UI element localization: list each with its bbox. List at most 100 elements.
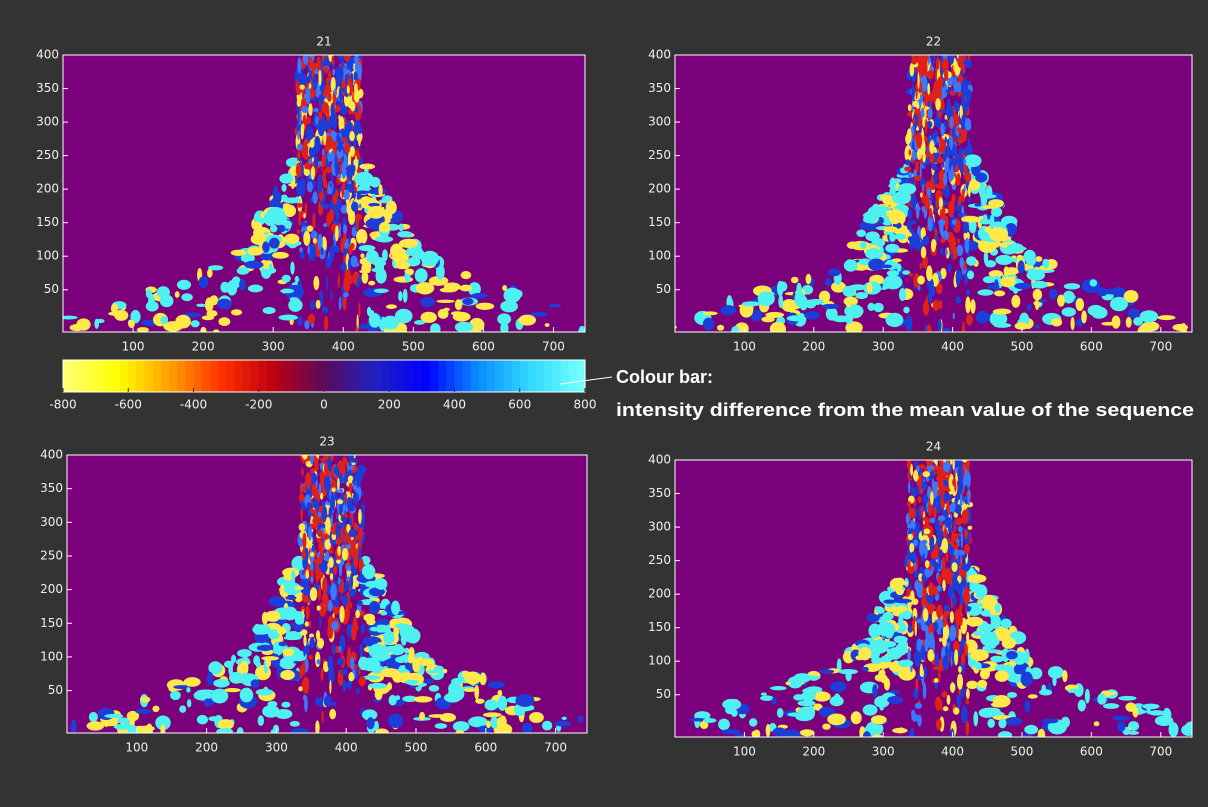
plume-blob — [962, 320, 965, 332]
plume-blob — [318, 69, 322, 86]
plume-blob — [348, 236, 351, 245]
plume-blob — [867, 205, 886, 217]
plume-blob — [330, 701, 338, 706]
plume-blob — [329, 708, 337, 720]
plume-blob — [927, 214, 933, 232]
plume-blob — [993, 322, 1012, 328]
plume-blob — [962, 461, 965, 478]
plume-blob — [924, 567, 932, 578]
plume-blob — [268, 596, 286, 607]
plume-blob — [916, 148, 922, 160]
plume-blob — [354, 171, 374, 187]
plume-blob — [998, 718, 1007, 729]
y-tick-label: 200 — [648, 182, 671, 196]
plume-blob — [331, 55, 335, 66]
plume-blob — [942, 461, 951, 473]
plume-blob — [179, 705, 187, 713]
plume-blob — [350, 242, 355, 250]
plume-blob — [935, 56, 940, 73]
plume-blob — [942, 55, 948, 60]
plume-blob — [358, 244, 376, 252]
colorbar-cell — [438, 360, 447, 392]
plume-blob — [955, 472, 958, 483]
plume-blob — [938, 555, 942, 570]
plume-blob — [366, 618, 376, 626]
plume-blob — [394, 308, 413, 324]
plume-blob — [973, 630, 983, 636]
plume-blob — [1070, 317, 1075, 331]
plume-blob — [140, 696, 151, 703]
annotation-title: Colour bar: — [616, 367, 713, 387]
plume-blob — [375, 728, 389, 733]
plume-blob — [328, 69, 332, 82]
plume-blob — [917, 71, 920, 89]
plume-blob — [1004, 716, 1023, 726]
plume-blob — [980, 631, 997, 647]
plume-blob — [961, 129, 968, 138]
plume-blob — [964, 570, 967, 581]
plume-blob — [358, 546, 362, 557]
plume-blob — [354, 150, 359, 156]
plume-blob — [130, 309, 141, 324]
plume-blob — [332, 68, 336, 76]
plume-blob — [1024, 648, 1030, 664]
plume-blob — [906, 523, 915, 529]
plume-blob — [733, 733, 746, 737]
plume-blob — [341, 548, 349, 561]
plume-blob — [924, 323, 928, 332]
plume-blob — [935, 718, 942, 731]
colorbar-cell — [340, 360, 350, 392]
plume-blob — [944, 69, 949, 81]
plume-blob — [338, 645, 342, 653]
plume-blob — [138, 725, 155, 732]
y-tick-label: 150 — [40, 616, 63, 630]
plume-blob — [335, 521, 339, 539]
plume-blob — [300, 568, 303, 579]
plume-blob — [317, 118, 325, 137]
plume-blob — [920, 246, 927, 259]
plume-blob — [314, 697, 319, 706]
plume-blob — [291, 570, 296, 582]
y-tick-label: 200 — [40, 582, 63, 596]
plume-blob — [389, 621, 395, 629]
plume-blob — [327, 655, 334, 671]
plume-blob — [960, 687, 966, 698]
plume-blob — [896, 263, 902, 272]
plume-blob — [1020, 734, 1033, 737]
plume-blob — [318, 696, 324, 708]
plume-blob — [336, 66, 344, 82]
colorbar-cell — [397, 360, 407, 392]
plume-blob — [916, 479, 920, 486]
plume-blob — [208, 661, 223, 675]
plume-blob — [213, 678, 230, 688]
plume-blob — [159, 294, 174, 308]
panel-title: 22 — [926, 35, 941, 49]
colorbar-cell — [413, 360, 423, 392]
plume-blob — [414, 268, 428, 283]
plume-blob — [932, 666, 940, 671]
plume-blob — [958, 535, 962, 541]
plume-blob — [309, 552, 315, 557]
colorbar-cell — [95, 360, 105, 392]
plume-blob — [283, 635, 302, 641]
plume-blob — [344, 603, 350, 621]
plume-blob — [350, 457, 358, 463]
plume-blob — [903, 306, 910, 314]
plume-blob — [925, 120, 933, 129]
plume-blob — [160, 315, 168, 325]
plume-blob — [702, 317, 715, 331]
colorbar-cell — [177, 360, 186, 392]
plume-blob — [373, 288, 389, 294]
plume-blob — [963, 100, 971, 109]
plume-blob — [961, 215, 980, 223]
plume-blob — [1047, 666, 1064, 679]
plume-blob — [420, 250, 439, 267]
plume-blob — [309, 455, 314, 465]
plume-blob — [469, 317, 485, 332]
plume-blob — [358, 323, 367, 330]
plume-blob — [312, 212, 316, 230]
x-tick-label: 500 — [1011, 340, 1034, 354]
plume-blob — [874, 673, 888, 682]
axes-frame — [674, 54, 1193, 333]
plume-blob — [878, 669, 886, 677]
